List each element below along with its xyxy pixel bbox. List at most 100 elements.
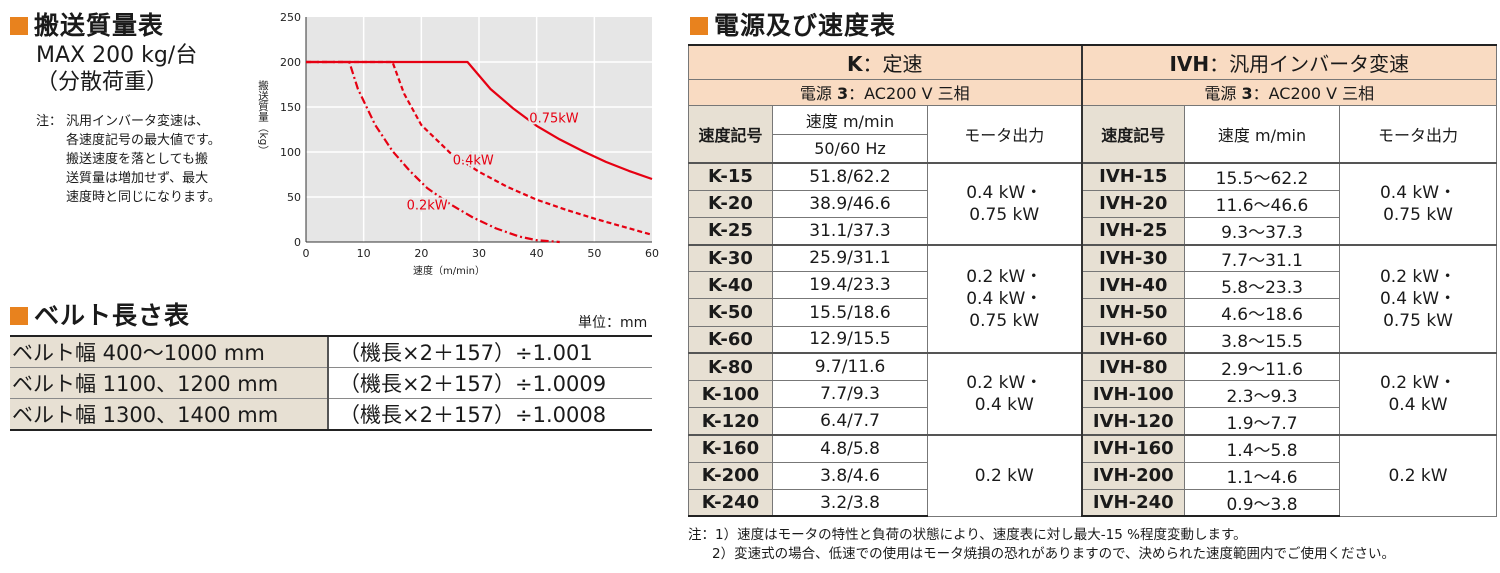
ivh-speed-code: IVH-25	[1080, 216, 1186, 246]
ivh-power: 電源 3：AC200 V 三相	[1080, 78, 1498, 106]
belt-formula: （機長×2＋157）÷1.001	[327, 335, 652, 368]
y-tick-label: 250	[280, 11, 301, 24]
table-row: K-15 51.8/62.2 0.4 kW・ 0.75 kW IVH-15 15.5〜62…	[688, 161, 1498, 246]
k-motor-output: 0.2 kW	[926, 433, 1083, 517]
table-row: ベルト幅 1300、1400 mm （機長×2＋157）÷1.0008	[10, 398, 652, 431]
ivh-speed-code: IVH-30	[1080, 243, 1186, 273]
k-speed-code: K-25	[688, 216, 773, 246]
ivh-speed-value: 5.8〜23.3	[1184, 271, 1341, 300]
ivh-speed-value: 4.6〜18.6	[1184, 298, 1341, 327]
x-tick-label: 0	[303, 247, 310, 260]
ivh-speed-code: IVH-120	[1080, 407, 1186, 436]
ivh-speed-code: IVH-60	[1080, 325, 1186, 354]
ivh-speed-code: IVH-40	[1080, 271, 1186, 300]
k-motor-output: 0.2 kW・ 0.4 kW	[926, 352, 1083, 436]
mass-caption: MAX 200 kg/台 （分散荷重）	[36, 42, 197, 96]
table-row: 速度記号 速度 m/min モータ出力 速度記号 速度 m/min モータ出力	[688, 104, 1498, 164]
table-row: K：定速 IVH：汎用インバータ変速	[687, 44, 1498, 80]
ivh-speed-value: 2.3〜9.3	[1184, 379, 1341, 409]
ivh-speed-value: 15.5〜62.2	[1184, 161, 1341, 191]
y-axis-label: 搬送質量（kg）	[257, 79, 269, 156]
x-tick-label: 30	[472, 247, 486, 260]
mass-note-label: 注：	[36, 114, 63, 129]
x-tick-label: 20	[414, 247, 428, 260]
mass-note-line: 汎用インバータ変速は、	[66, 114, 210, 129]
k-speed-code: K-15	[688, 161, 773, 191]
ivh-speed-value: 9.3〜37.3	[1184, 216, 1341, 246]
k-speed-value: 12.9/15.5	[772, 325, 928, 354]
ivh-speed-code: IVH-80	[1080, 352, 1186, 382]
series-label: 0.75kW	[529, 111, 578, 126]
k-speed-code: K-100	[688, 379, 773, 409]
x-tick-label: 50	[587, 247, 601, 260]
table-row: K-240 3.2/3.8 IVH-240 0.9〜3.8	[688, 488, 1497, 518]
ivh-motor-output: 0.2 kW	[1339, 433, 1498, 517]
k-speed-value: 15.5/18.6	[772, 298, 928, 327]
y-tick-label: 150	[280, 101, 301, 114]
ivh-speed-code: IVH-100	[1080, 379, 1186, 409]
series-label: 0.2kW	[407, 199, 448, 214]
k-speed-code: K-200	[688, 461, 773, 490]
mass-section-title: 搬送質量表	[10, 6, 164, 42]
x-tick-label: 10	[357, 247, 371, 260]
k-speed-value: 51.8/62.2	[772, 161, 928, 191]
ivh-speed-value: 2.9〜11.6	[1184, 352, 1341, 382]
series-label: 0.4kW	[453, 154, 494, 169]
col-speed-code: 速度記号	[688, 104, 773, 164]
belt-section-title: ベルト長さ表	[10, 296, 190, 332]
col-output: モータ出力	[926, 104, 1083, 164]
k-speed-value: 3.8/4.6	[772, 461, 928, 490]
mass-note-line: 送質量は増加せず、最大	[66, 171, 209, 186]
table-row: ベルト幅 1100、1200 mm （機長×2＋157）÷1.0009	[10, 367, 652, 399]
y-tick-label: 50	[287, 191, 301, 204]
k-motor-output: 0.4 kW・ 0.75 kW	[926, 162, 1083, 246]
k-speed-code: K-40	[688, 271, 773, 300]
table-row: K-120 6.4/7.7 IVH-120 1.9〜7.7	[688, 407, 1497, 436]
orange-square-icon	[10, 17, 28, 35]
col-speed: 速度 m/min	[1184, 104, 1341, 164]
series-line	[306, 60, 653, 181]
ivh-speed-value: 0.9〜3.8	[1184, 488, 1341, 518]
series-line	[306, 60, 653, 236]
ivh-motor-output: 0.2 kW・ 0.4 kW	[1339, 352, 1498, 436]
table-row: 50/60 Hz	[689, 133, 1497, 164]
col-output: モータ出力	[1339, 104, 1498, 164]
table-row: K-160 4.8/5.8 0.2 kW IVH-160 1.4〜5.8 0.2 kW	[688, 433, 1498, 517]
k-speed-value: 9.7/11.6	[772, 352, 928, 382]
speed-table: K：定速 IVH：汎用インバータ変速 電源 3：AC200 V 三相 電源 3：AC2…	[687, 44, 1498, 518]
k-speed-value: 3.2/3.8	[772, 488, 928, 518]
table-row: K-40 19.4/23.3 IVH-40 5.8〜23.3	[688, 271, 1497, 300]
k-header: K：定速	[687, 44, 1083, 80]
ivh-speed-code: IVH-200	[1080, 461, 1186, 490]
mass-note-line: 搬送速度を落としても搬	[66, 152, 208, 167]
k-speed-code: K-120	[688, 407, 773, 436]
table-row: K-25 31.1/37.3 IVH-25 9.3〜37.3	[688, 216, 1497, 246]
ivh-motor-output: 0.4 kW・ 0.75 kW	[1339, 162, 1498, 246]
col-speed-code: 速度記号	[1080, 104, 1186, 164]
belt-width: ベルト幅 1100、1200 mm	[10, 367, 328, 399]
x-tick-label: 60	[645, 247, 659, 260]
k-speed-code: K-20	[688, 189, 773, 218]
orange-square-icon	[690, 17, 708, 35]
k-speed-value: 7.7/9.3	[772, 379, 928, 409]
ivh-speed-value: 1.9〜7.7	[1184, 407, 1341, 436]
ivh-speed-code: IVH-15	[1080, 161, 1186, 191]
col-freq: 50/60 Hz	[772, 133, 928, 164]
table-row: K-30 25.9/31.1 0.2 kW・ 0.4 kW・ 0.75 kW IVH-30…	[688, 243, 1498, 354]
k-speed-code: K-50	[688, 298, 773, 327]
table-row: 電源 3：AC200 V 三相 電源 3：AC200 V 三相	[687, 78, 1498, 106]
speed-section-title: 電源及び速度表	[690, 6, 896, 42]
ivh-speed-value: 1.4〜5.8	[1184, 433, 1341, 463]
ivh-speed-value: 7.7〜31.1	[1184, 243, 1341, 273]
table-row: K-20 38.9/46.6 IVH-20 11.6〜46.6	[688, 189, 1497, 218]
y-tick-label: 200	[280, 56, 301, 69]
speed-notes: 注：1）速度はモータの特性と負荷の状態により、速度表に対し最大-15 %程度変動…	[688, 526, 1395, 564]
k-speed-code: K-240	[688, 488, 773, 518]
mass-chart: 0 10 20 30 40 50 60 0 50 100 150 200 250 速度（m/min） 搬送質…	[257, 11, 659, 277]
k-speed-value: 4.8/5.8	[772, 433, 928, 463]
k-speed-value: 31.1/37.3	[772, 216, 928, 246]
ivh-speed-value: 3.8〜15.5	[1184, 325, 1341, 354]
k-speed-code: K-160	[688, 433, 773, 463]
k-speed-value: 38.9/46.6	[772, 189, 928, 218]
ivh-speed-code: IVH-20	[1080, 189, 1186, 218]
